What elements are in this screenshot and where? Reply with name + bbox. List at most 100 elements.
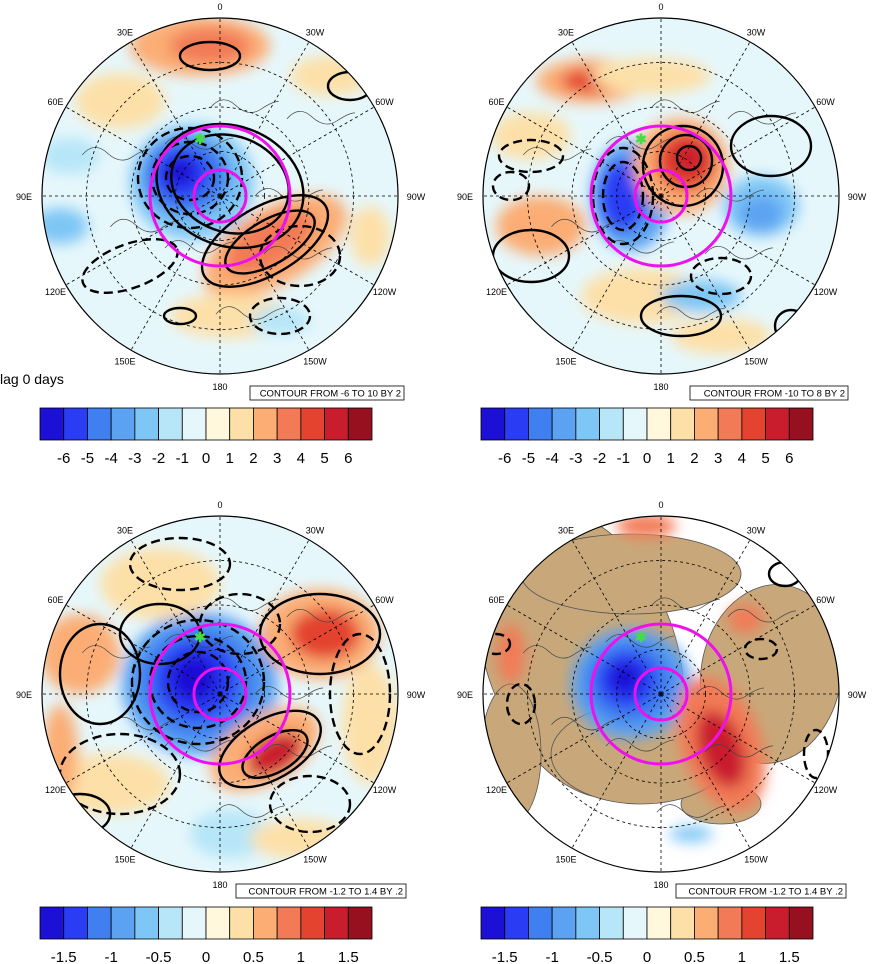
longitude-label: 30E (558, 27, 574, 37)
colorbar: -1.5 -1 -0.5 0 0.5 1 1.5 (480, 906, 814, 964)
longitude-label: 180 (653, 382, 668, 392)
colorbar-tick-label: -0.5 (587, 949, 613, 964)
colorbar-swatch (63, 407, 88, 441)
longitude-label: 180 (212, 382, 227, 392)
colorbar-tick-label: 6 (344, 450, 352, 467)
outer-region-circle (148, 124, 292, 268)
colorbar-swatch (324, 906, 349, 940)
colorbar-swatch (39, 407, 65, 441)
contour-line (248, 296, 312, 336)
colorbar-swatch (504, 906, 529, 940)
colorbar-tick-label: 6 (785, 450, 793, 467)
colorbar-tick-label: 1 (297, 949, 305, 964)
contour-line (689, 256, 753, 296)
contour-lines (81, 40, 374, 336)
contour-line (130, 618, 266, 746)
colorbar-tick-label: -3 (128, 450, 141, 467)
land-mass (520, 533, 742, 615)
longitude-label: 0 (217, 2, 222, 12)
anomaly-shading (696, 710, 746, 788)
anomaly-shading (190, 810, 270, 858)
colorbar-tick-label: 0.5 (243, 949, 264, 964)
colorbar-tick-label: 1 (226, 450, 234, 467)
colorbar-swatch (528, 407, 553, 441)
colorbar-swatch (575, 906, 600, 940)
longitude-label: 150E (114, 357, 135, 367)
longitude-label: 60E (488, 97, 504, 107)
anomaly-shading (350, 206, 390, 266)
colorbar-swatch (87, 407, 112, 441)
colorbar-swatch (134, 407, 159, 441)
colorbar-swatch (276, 407, 302, 441)
longitude-label: 90E (16, 192, 32, 202)
colorbar-tick-label: 4 (297, 450, 305, 467)
map-border (41, 17, 399, 375)
colorbar-swatch (480, 407, 506, 441)
colorbar-swatch (253, 407, 278, 441)
colorbar-swatch (788, 407, 814, 441)
anomaly-shading (669, 826, 713, 842)
longitude-label: 120W (814, 287, 838, 297)
longitude-label: 60E (488, 595, 504, 605)
longitude-label: 30W (747, 525, 766, 535)
anomaly-shading (616, 516, 676, 538)
longitude-label: 0 (658, 2, 663, 12)
colorbar-tick-label: -4 (545, 450, 558, 467)
contour-line (491, 170, 531, 202)
colorbar-swatch (276, 906, 302, 940)
colorbar-swatch (646, 407, 672, 441)
longitude-label: 60W (816, 97, 835, 107)
anomaly-shading (164, 158, 196, 186)
anomaly-shading (497, 624, 525, 684)
colorbar-tick-label: -3 (569, 450, 582, 467)
colorbar-swatch (158, 906, 183, 940)
colorbar-swatch (110, 906, 136, 940)
anomaly-shading (42, 208, 88, 244)
colorbar-swatch (87, 906, 112, 940)
colorbar: -6 -5 -4 -3 -2 -1 0 1 2 3 4 5 6 (39, 407, 373, 467)
colorbar-swatch (134, 906, 159, 940)
colorbar-tick-label: -1 (617, 450, 630, 467)
colorbar-swatch (741, 407, 766, 441)
contour-line (241, 728, 309, 780)
colorbar-swatch (253, 906, 278, 940)
colorbar-swatch (622, 407, 648, 441)
longitude-label: 120E (486, 785, 507, 795)
colorbar-swatch (300, 407, 325, 441)
contour-info-text: CONTOUR FROM -6 TO 10 BY 2 (260, 389, 401, 400)
contour-line (81, 237, 179, 295)
colorbar-swatch (599, 906, 624, 940)
colorbar-swatch (63, 906, 88, 940)
colorbar-tick-label: 0 (202, 450, 210, 467)
colorbar-swatch (324, 407, 349, 441)
colorbar-swatch (347, 407, 373, 441)
anomaly-shading (75, 73, 165, 129)
map-border (482, 17, 840, 375)
coastlines (522, 99, 796, 320)
longitude-label: 90W (407, 192, 426, 202)
colorbar-swatch (741, 906, 766, 940)
anomaly-shading (661, 280, 741, 312)
contour-line (258, 224, 342, 288)
longitude-label: 60E (47, 595, 63, 605)
colorbar-swatch (717, 407, 743, 441)
colorbar-tick-label: -5 (522, 450, 535, 467)
colorbar-swatch (480, 906, 506, 940)
colorbar-tick-label: 0 (643, 450, 651, 467)
longitude-label: 30W (306, 525, 325, 535)
colorbar-tick-label: -1 (104, 949, 117, 964)
longitude-label: 120W (373, 785, 397, 795)
anomaly-shading (581, 268, 701, 324)
contour-line (639, 294, 723, 338)
colorbar-tick-label: 2 (690, 450, 698, 467)
colorbar-tick-label: -0.5 (146, 949, 172, 964)
colorbar-swatch (528, 906, 553, 940)
longitude-label: 150W (303, 855, 327, 865)
contour-line (675, 144, 703, 172)
longitude-label: 150W (744, 357, 768, 367)
outer-region-circle (589, 622, 733, 766)
longitude-label: 60W (816, 595, 835, 605)
colorbar-tick-label: -2 (593, 450, 606, 467)
contour-line (128, 536, 232, 592)
longitude-label: 150W (744, 855, 768, 865)
